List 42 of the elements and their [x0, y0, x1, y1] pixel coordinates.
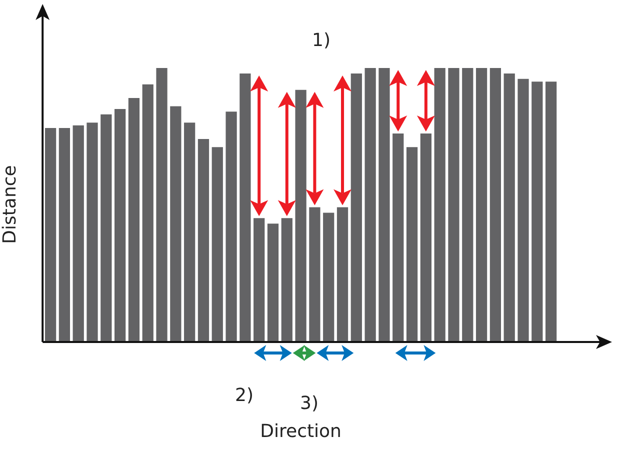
text: 1) — [312, 30, 330, 51]
bar — [434, 68, 446, 341]
y-axis-title: Distance — [0, 165, 20, 244]
bar — [114, 108, 126, 341]
bar — [281, 218, 292, 341]
bar — [128, 98, 140, 341]
bar — [142, 84, 154, 341]
bar — [44, 128, 56, 341]
bar — [170, 106, 182, 341]
bar — [504, 73, 515, 341]
bar — [490, 68, 501, 341]
bar — [226, 112, 237, 341]
bar — [545, 82, 557, 341]
bar — [462, 68, 474, 341]
bar — [476, 68, 488, 341]
bar — [254, 218, 265, 341]
bar — [198, 138, 210, 341]
bar — [378, 68, 390, 341]
bar — [100, 114, 112, 341]
bar — [364, 68, 376, 341]
bar — [406, 147, 418, 341]
bar — [350, 73, 362, 341]
bar — [72, 125, 84, 341]
bar — [420, 134, 432, 341]
bar — [518, 78, 529, 341]
bar — [532, 82, 543, 341]
bar — [58, 128, 70, 341]
bar — [323, 212, 334, 341]
bar — [392, 134, 404, 341]
text: 2) — [235, 385, 254, 406]
bar — [86, 122, 98, 341]
bar — [336, 207, 348, 341]
bar — [295, 90, 306, 341]
bar — [448, 68, 460, 341]
text: 3) — [300, 393, 318, 414]
x-axis-title: Direction — [260, 420, 342, 442]
bar — [309, 207, 320, 341]
bar — [212, 147, 223, 341]
bar — [184, 122, 196, 341]
bar — [267, 224, 279, 341]
bar — [240, 73, 251, 341]
bar — [156, 68, 168, 341]
